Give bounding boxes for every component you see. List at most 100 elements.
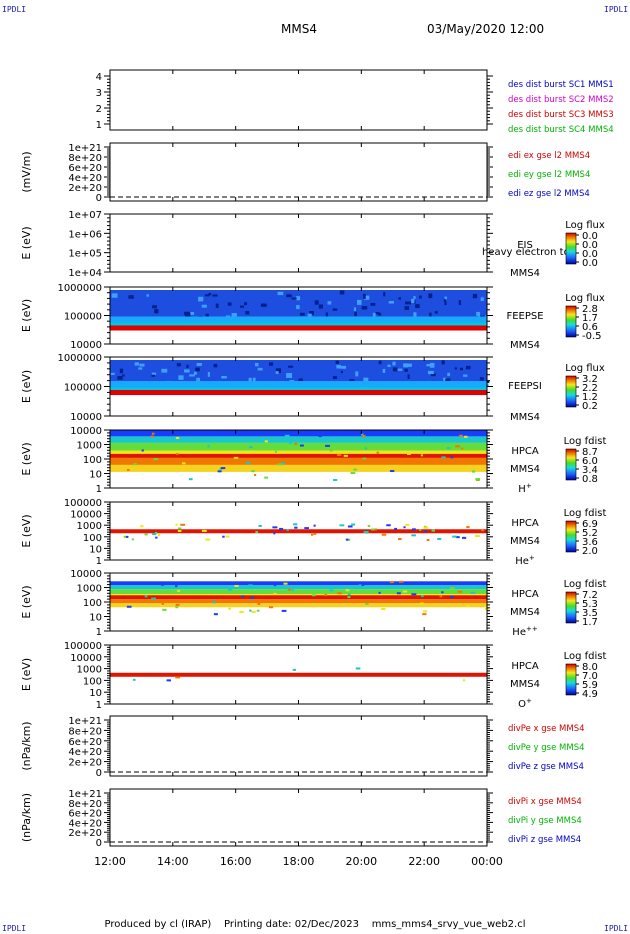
spectrogram-pixel: [222, 535, 225, 538]
y-tick-label: 10: [89, 688, 102, 699]
y-tick-label: 6e+20: [68, 737, 102, 748]
y-axis-label: (mV/m): [20, 151, 33, 192]
y-tick-label: 1e+21: [68, 716, 102, 727]
spectrogram-pixel: [411, 298, 415, 304]
instrument-label: HPCA: [511, 661, 539, 672]
panel-burst: 4 3 2 1 des dist burst SC1 MMS1 des dist burs…: [96, 69, 614, 135]
spectrogram-pixel: [415, 304, 420, 309]
spectrogram-pixel: [450, 456, 454, 459]
spectrogram-pixel: [241, 595, 245, 598]
spectrogram-pixel: [335, 360, 340, 364]
colorbar-tick-label: 5.2: [582, 528, 598, 539]
legend-entry: divPi y gse MMS4: [508, 816, 582, 826]
y-axis-label: (nPa/km): [20, 721, 33, 770]
spectrogram-pixel: [184, 369, 190, 373]
x-tick-label: 16:00: [220, 855, 252, 868]
spectrogram-pixel: [350, 472, 356, 475]
spectrogram-pixel: [419, 295, 422, 299]
spectrogram-pixel: [407, 363, 412, 367]
spectrogram-pixel: [363, 295, 370, 300]
spectrogram-pixel: [386, 524, 391, 527]
spectrogram-pixel: [405, 523, 410, 526]
spectrogram-pixel: [217, 470, 222, 473]
spacecraft-label: MMS4: [510, 340, 540, 351]
spectrogram-pixel: [361, 435, 366, 438]
spectrogram-pixel: [119, 368, 124, 374]
spectrogram-pixel: [258, 524, 262, 527]
y-tick-label: 100000: [64, 498, 102, 509]
colorbar: [565, 591, 577, 624]
spectrogram-pixel: [347, 596, 351, 599]
y-tick-label: 10: [89, 470, 102, 481]
spectrogram-pixel: [447, 372, 451, 377]
spectrogram-pixel: [353, 307, 357, 312]
instrument-label: HPCA: [511, 518, 539, 529]
spectrogram-pixel: [402, 590, 408, 593]
spectrogram-pixel: [361, 306, 368, 310]
spectrogram-pixel: [387, 364, 391, 367]
y-tick-label: 10000: [70, 426, 102, 437]
spectrogram-pixel: [175, 606, 179, 609]
corner-label-top-right: IPDLI: [604, 5, 629, 14]
spectrogram-pixel: [396, 592, 401, 595]
legend-entry: divPe z gse MMS4: [508, 762, 584, 772]
spectrogram-pixel: [370, 528, 375, 531]
spectrogram-pixel: [411, 593, 417, 596]
spectrogram-pixel: [434, 311, 438, 314]
spectrogram-pixel: [286, 294, 292, 298]
spectrogram-pixel: [175, 603, 180, 606]
spectrogram-pixel: [281, 609, 287, 612]
spectrogram-band: [110, 390, 487, 396]
spectrogram-pixel: [140, 525, 144, 528]
panel-frame: [109, 142, 488, 202]
y-axis-label: E (eV): [20, 226, 33, 259]
spectrogram-pixel: [146, 294, 149, 297]
y-tick-label: 1000000: [57, 283, 102, 294]
spectrogram-pixel: [198, 296, 204, 302]
species-charge: +: [526, 697, 532, 705]
spectrogram-pixel: [256, 609, 260, 612]
species-name: He: [515, 556, 529, 567]
spectrogram-pixel: [132, 678, 136, 681]
spectrogram-pixel: [294, 442, 298, 445]
spectrogram-pixel: [452, 535, 457, 538]
spectrogram-pixel: [248, 377, 252, 383]
colorbar-tick-label: 3.6: [582, 537, 598, 548]
spectrogram-pixel: [329, 589, 334, 592]
spectrogram-pixel: [196, 377, 201, 383]
spectrogram-pixel: [233, 456, 239, 459]
x-tick-label: 12:00: [94, 855, 126, 868]
spectrogram-pixel: [195, 367, 200, 372]
spectrogram-pixel: [423, 610, 428, 613]
spectrogram-pixel: [260, 303, 267, 307]
y-tick-label: 100: [83, 676, 102, 687]
species-label: He++: [512, 625, 538, 638]
y-tick-label: 1e+21: [68, 789, 102, 800]
spectrogram-pixel: [426, 364, 432, 367]
spectrogram-pixel: [196, 363, 202, 366]
spectrogram-pixel: [378, 591, 381, 594]
spectrogram-pixel: [458, 300, 462, 305]
spectrogram-pixel: [175, 437, 180, 440]
legend-entry: des dist burst SC3 MMS3: [508, 110, 614, 120]
spectrogram-pixel: [151, 372, 157, 375]
spectrogram-pixel: [150, 435, 154, 438]
spectrogram-pixel: [220, 467, 226, 470]
spectrogram-pixel: [283, 582, 288, 585]
spectrogram-pixel: [347, 525, 353, 528]
colorbar-tick-label: 8.0: [582, 662, 598, 673]
y-tick-label: 4e+20: [68, 747, 102, 758]
spectrogram-pixel: [161, 603, 164, 606]
spectrogram-pixel: [444, 301, 447, 306]
y-tick-label: 1000000: [57, 353, 102, 364]
spectrogram-pixel: [449, 586, 455, 589]
spectrogram-pixel: [249, 446, 253, 449]
instrument-label: HPCA: [511, 589, 539, 600]
colorbar-tick-label: 1.7: [582, 617, 598, 628]
spectrogram-pixel: [219, 468, 223, 471]
spectrogram-pixel: [318, 304, 323, 309]
spectrogram-pixel: [439, 595, 443, 598]
spectrogram-pixel: [177, 529, 182, 532]
spectrogram-pixel: [441, 456, 446, 459]
